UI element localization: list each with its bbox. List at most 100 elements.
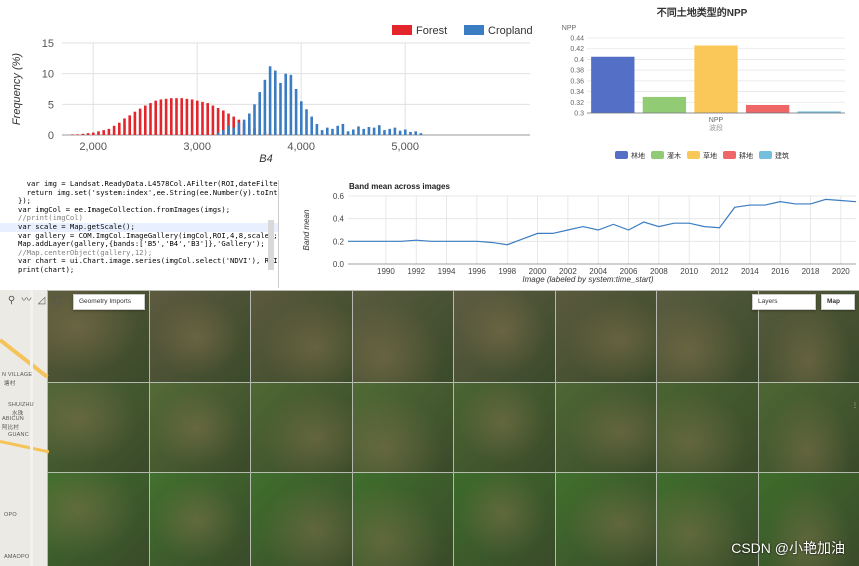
hist-bar (97, 131, 100, 135)
hist-x-tick: 2,000 (79, 141, 107, 153)
hist-bar (268, 66, 272, 135)
map-label: 阿比村 (2, 425, 20, 431)
code-editor[interactable]: var img = Landsat.ReadyData.L4578Col.AFi… (0, 180, 279, 288)
npp-legend-label[interactable]: 灌木 (667, 151, 681, 160)
code-scrollbar[interactable] (268, 220, 274, 270)
map-view[interactable]: N VILLAGE 塘村 SHUIZHU 水珠 ABICUN 阿比村 GUANC… (0, 290, 859, 566)
hist-bar (404, 129, 407, 135)
hist-bar (378, 125, 381, 135)
npp-legend-swatch[interactable] (723, 151, 736, 159)
band-mean-chart: Band mean across images 0.0 0.2 0.4 0.6 1990 1… (282, 178, 859, 288)
hist-bar (258, 92, 261, 135)
hist-bar (170, 98, 173, 135)
code-line[interactable]: var imgCol = ee.ImageCollection.fromImag… (18, 204, 231, 214)
gallery-tile[interactable] (554, 290, 657, 383)
code-line[interactable]: return img.set('system:index',ee.String(… (18, 187, 279, 197)
line-x-tick: 2014 (741, 267, 759, 276)
map-label: ABICUN (2, 416, 24, 422)
gallery-tile[interactable] (554, 382, 657, 473)
code-line[interactable]: var gallery = COM.ImgCol.ImageGallery(im… (18, 230, 278, 240)
gallery-tile[interactable] (453, 382, 556, 473)
gallery-tile[interactable] (453, 290, 556, 383)
polygon-icon[interactable]: ◿ (37, 295, 46, 306)
gallery-tile[interactable] (250, 290, 353, 383)
hist-x-tick: 5,000 (391, 141, 419, 153)
line-x-label: Image (labeled by system:time_start) (522, 275, 653, 284)
npp-legend-swatch[interactable] (687, 151, 700, 159)
line-icon[interactable]: 〰 (21, 295, 32, 306)
geometry-imports-button[interactable]: Geometry Imports (73, 294, 145, 310)
map-basemap-strip[interactable]: N VILLAGE 塘村 SHUIZHU 水珠 ABICUN 阿比村 GUANC… (0, 290, 50, 566)
gallery-tile[interactable] (148, 472, 251, 566)
hist-bar (123, 118, 126, 135)
gallery-tile[interactable] (47, 382, 150, 473)
gallery-tile[interactable] (656, 382, 759, 473)
npp-legend-label[interactable]: 林地 (631, 151, 645, 160)
marker-icon[interactable]: ⚲ (7, 295, 16, 306)
map-label: N VILLAGE (2, 372, 33, 378)
npp-legend-label[interactable]: 草地 (703, 151, 717, 160)
hist-bar (227, 113, 230, 135)
hist-bar (227, 125, 230, 135)
code-lines[interactable]: var img = Landsat.ReadyData.L4578Col.AFi… (0, 180, 278, 275)
npp-legend-label[interactable]: 耕地 (739, 151, 753, 160)
code-line[interactable]: //Map.centerObject(gallery,12); (18, 247, 153, 257)
hist-bar (216, 132, 220, 135)
gallery-tile[interactable] (656, 472, 759, 566)
gallery-tile[interactable] (47, 472, 150, 566)
line-x-tick: 1990 (377, 267, 395, 276)
hist-bar (419, 133, 423, 135)
gallery-tile[interactable] (554, 472, 657, 566)
gallery-tile[interactable] (148, 290, 251, 383)
hist-bar (398, 130, 402, 135)
hist-bar (326, 127, 329, 135)
layers-button[interactable]: Layers (752, 294, 816, 310)
line-series[interactable] (348, 198, 857, 246)
gallery-tile[interactable] (351, 472, 454, 566)
line-x-tick: 2012 (711, 267, 729, 276)
gallery-tile[interactable] (250, 472, 353, 566)
code-line[interactable]: print(chart); (18, 264, 75, 274)
rectangle-icon[interactable]: ▢ (52, 295, 63, 306)
hist-bar (222, 130, 225, 135)
line-x-tick: 2006 (620, 267, 638, 276)
hist-bar (175, 98, 178, 135)
hist-bar (92, 132, 95, 135)
code-line[interactable]: var img = Landsat.ReadyData.L4578Col.AFi… (18, 180, 279, 188)
map-toolbar: ⚲ 〰 ◿ ▢ Geometry Imports Layers Map (0, 290, 859, 312)
map-label: 水珠 (12, 411, 24, 417)
hist-bar (331, 128, 334, 135)
npp-y-tick: 0.4 (574, 57, 584, 64)
hist-bar (274, 70, 277, 135)
npp-legend-swatch[interactable] (759, 151, 772, 159)
npp-legend-swatch[interactable] (651, 151, 664, 159)
npp-y-tick: 0.32 (570, 100, 584, 107)
gallery-tile[interactable] (351, 382, 454, 473)
npp-title: 不同土地类型的NPP (657, 6, 748, 19)
hist-bar (289, 74, 293, 135)
gallery-tile[interactable] (250, 382, 353, 473)
hist-legend-swatch (392, 25, 412, 35)
hist-bar (320, 130, 324, 135)
hist-bar (242, 119, 246, 135)
gallery-tile[interactable] (148, 382, 251, 473)
gallery-tile[interactable] (757, 382, 859, 473)
hist-bar (154, 100, 157, 135)
code-line[interactable]: //print(imgCol) (18, 213, 83, 223)
hist-bar (180, 98, 183, 135)
npp-x-sublabel: 波段 (709, 123, 723, 132)
npp-bar (591, 56, 635, 113)
code-line[interactable]: Map.addLayer(gallery,{bands:['B5','B4','… (18, 239, 265, 249)
npp-legend-label[interactable]: 建筑 (775, 151, 789, 160)
hist-bar (284, 73, 287, 135)
hist-bar (346, 131, 350, 135)
npp-legend-swatch[interactable] (615, 151, 628, 159)
map-type-button[interactable]: Map (821, 294, 855, 310)
code-line[interactable]: }); (18, 196, 31, 206)
gallery-tile[interactable] (757, 472, 859, 566)
gallery-tile[interactable] (453, 472, 556, 566)
hist-bar (372, 127, 376, 135)
hist-bar (128, 115, 131, 135)
hist-bar (263, 79, 267, 135)
code-line[interactable]: var scale = Map.getScale(); (0, 222, 278, 232)
